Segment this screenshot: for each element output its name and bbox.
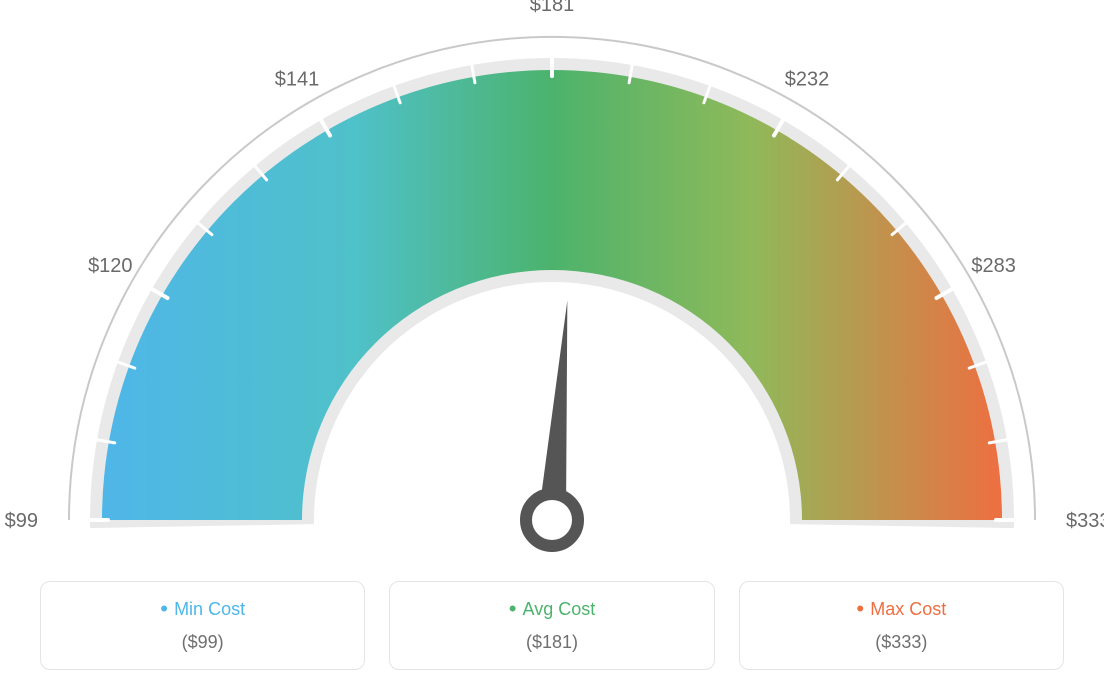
legend-avg: Avg Cost ($181) xyxy=(389,581,714,670)
cost-gauge-container: $99 $120 $141 $181 $232 $283 $333 Min Cost ($9… xyxy=(0,0,1104,690)
legend-avg-label: Avg Cost xyxy=(400,596,703,622)
legend-min-value: ($99) xyxy=(51,632,354,653)
legend-row: Min Cost ($99) Avg Cost ($181) Max Cost … xyxy=(0,581,1104,670)
gauge-svg: $99 $120 $141 $181 $232 $283 $333 xyxy=(0,0,1104,560)
legend-max: Max Cost ($333) xyxy=(739,581,1064,670)
legend-max-value: ($333) xyxy=(750,632,1053,653)
gauge-chart: $99 $120 $141 $181 $232 $283 $333 xyxy=(0,0,1104,560)
gauge-tick-label: $181 xyxy=(530,0,575,16)
gauge-tick-label: $120 xyxy=(88,255,133,277)
gauge-tick-label: $333 xyxy=(1066,510,1104,532)
legend-max-label: Max Cost xyxy=(750,596,1053,622)
legend-avg-value: ($181) xyxy=(400,632,703,653)
gauge-tick-label: $232 xyxy=(785,68,830,90)
gauge-tick-label: $99 xyxy=(5,510,38,532)
legend-min: Min Cost ($99) xyxy=(40,581,365,670)
gauge-tick-label: $141 xyxy=(275,68,320,90)
legend-min-label: Min Cost xyxy=(51,596,354,622)
gauge-tick-label: $283 xyxy=(971,255,1016,277)
